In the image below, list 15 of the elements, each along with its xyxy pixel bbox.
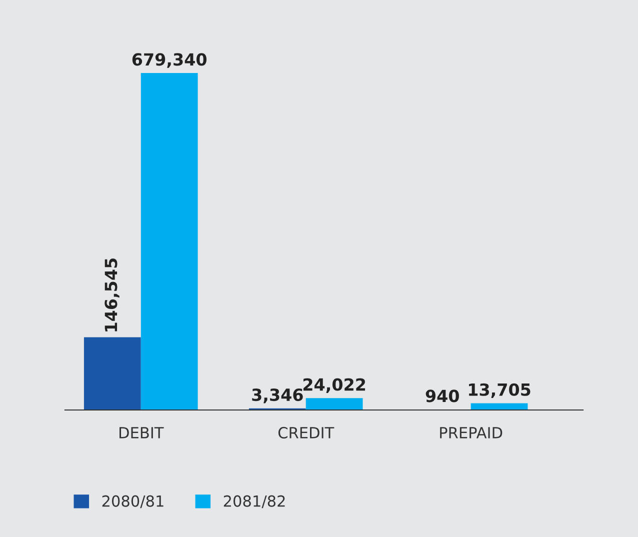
bar [140,73,198,410]
data-label: 940 [426,390,459,402]
x-tick-label: CREDIT [278,426,334,438]
data-label: 3,346 [252,388,303,404]
legend-label: 2081/82 [224,495,285,508]
data-label: 24,022 [303,378,366,393]
data-label: 13,705 [469,383,530,398]
bar [470,403,528,410]
legend-label: 2080/81 [102,495,164,508]
x-tick-label: PREPAID [440,427,502,438]
bar [84,337,141,410]
data-label: 146,545 [104,258,120,332]
bar [306,398,363,410]
x-tick-label: DEBIT [120,427,164,438]
data-label: 679,340 [132,53,206,68]
